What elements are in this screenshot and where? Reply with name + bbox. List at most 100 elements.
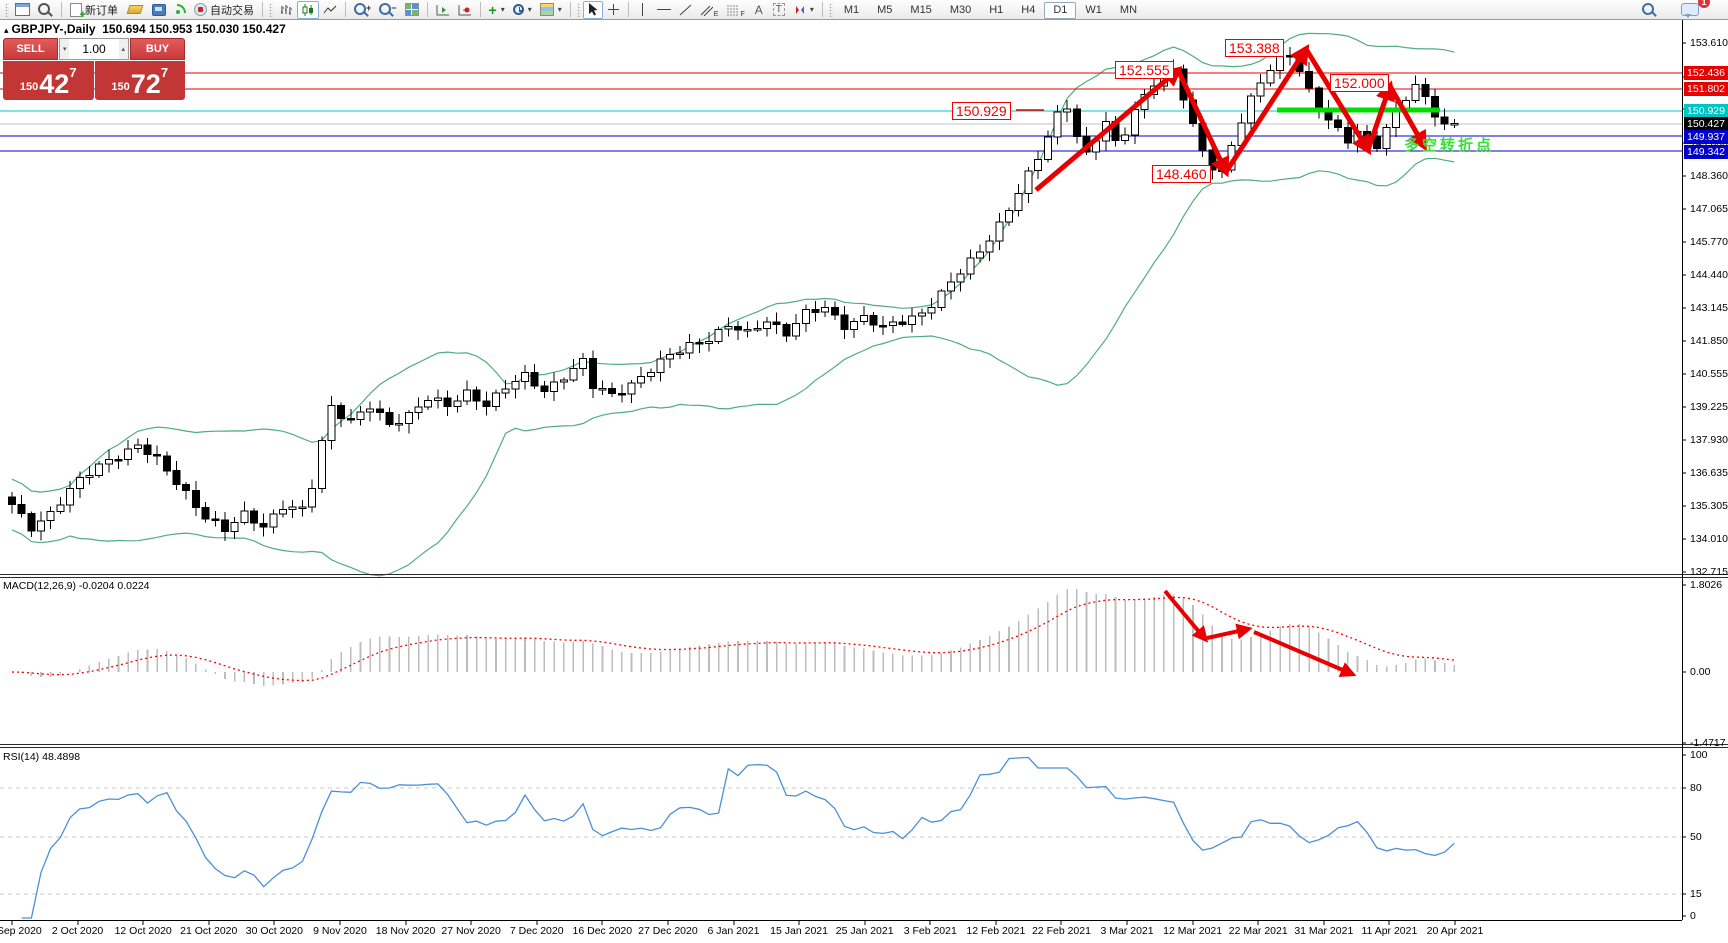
sell-button[interactable]: SELL xyxy=(3,38,58,60)
market-watch-button[interactable] xyxy=(34,1,57,19)
ohlc-values: 150.694 150.953 150.030 150.427 xyxy=(102,22,286,36)
arrows-tool-button[interactable]: ▾ xyxy=(789,1,818,19)
new-chart-button[interactable] xyxy=(11,1,34,19)
date-axis-label: 25 Jan 2021 xyxy=(835,925,894,937)
date-axis-label: 9 Nov 2020 xyxy=(313,925,367,937)
symbol-title: GBPJPY-,Daily xyxy=(11,22,96,36)
price-axis-label: 136.635 xyxy=(1690,466,1728,479)
candlestick-chart-icon xyxy=(302,3,313,16)
macd-axis-label: -1.4717 xyxy=(1690,737,1726,750)
zoom-out-button[interactable]: − xyxy=(375,1,400,19)
price-axis-label: 147.065 xyxy=(1690,202,1728,215)
connection-button[interactable] xyxy=(170,1,190,19)
chat-bubble-icon xyxy=(1681,3,1699,18)
toolbar-right-group: 1 xyxy=(1638,0,1710,19)
timeframe-d1[interactable]: D1 xyxy=(1044,1,1077,19)
timeframe-m1[interactable]: M1 xyxy=(835,2,868,19)
date-axis-label: 27 Dec 2020 xyxy=(638,925,698,937)
cursor-tool-button[interactable] xyxy=(582,0,603,19)
notifications-button[interactable]: 1 xyxy=(1677,0,1710,19)
tile-windows-button[interactable] xyxy=(401,1,423,19)
buy-button[interactable]: BUY xyxy=(130,38,185,60)
vertical-line-tool-button[interactable] xyxy=(633,1,653,19)
buy-price-big: 72 xyxy=(130,69,161,99)
buy-price-display[interactable]: 150 72 7 xyxy=(94,61,185,100)
deposit-button[interactable] xyxy=(122,1,148,19)
macd-values: -0.0204 0.0224 xyxy=(78,580,150,592)
toolbar-grip[interactable] xyxy=(269,2,273,17)
price-axis-label: 153.610 xyxy=(1690,37,1728,49)
new-order-label: 新订单 xyxy=(85,4,118,17)
text-tool-button[interactable]: A xyxy=(749,1,769,19)
price-axis-label: 141.850 xyxy=(1690,334,1728,347)
chart-window-icon xyxy=(15,3,30,16)
price-axis-label: 132.715 xyxy=(1690,566,1728,579)
line-chart-button[interactable] xyxy=(319,1,341,19)
notification-badge: 1 xyxy=(1698,0,1710,8)
buy-price-prefix: 150 xyxy=(111,81,130,93)
price-callout[interactable]: 153.388 xyxy=(1225,39,1284,57)
timeframe-m15[interactable]: M15 xyxy=(901,2,940,19)
price-axis-label: 134.010 xyxy=(1690,533,1728,546)
periods-button[interactable]: ▾ xyxy=(509,1,536,19)
date-axis-label: 6 Jan 2021 xyxy=(707,925,760,937)
volume-input[interactable] xyxy=(69,39,119,59)
price-callout[interactable]: 152.555 xyxy=(1115,61,1174,79)
zoom-in-icon xyxy=(354,2,366,15)
volume-increase-button[interactable]: ▴ xyxy=(118,39,128,59)
bar-chart-button[interactable] xyxy=(275,1,297,19)
fibonacci-tool-button[interactable]: F xyxy=(722,1,748,19)
timeframe-h4[interactable]: H4 xyxy=(1012,2,1044,19)
date-axis-label: 22 Feb 2021 xyxy=(1031,925,1091,937)
clock-icon xyxy=(512,4,524,15)
text-label-tool-button[interactable]: T xyxy=(769,1,789,19)
date-axis-label: 21 Oct 2020 xyxy=(180,925,238,937)
search-button[interactable] xyxy=(1638,1,1661,19)
date-axis-label: 3 Feb 2021 xyxy=(903,925,957,937)
new-order-button[interactable]: 新订单 xyxy=(66,1,122,20)
trendline-icon xyxy=(679,4,692,15)
indicators-button[interactable]: + ▾ xyxy=(485,1,509,19)
price-callout[interactable]: 148.460 xyxy=(1152,165,1211,183)
sell-price-prefix: 150 xyxy=(19,81,39,93)
sell-price-big: 42 xyxy=(39,69,70,99)
toolbar-grip[interactable] xyxy=(576,2,581,17)
price-callout[interactable]: 150.929 xyxy=(952,102,1011,120)
chart-shift-button[interactable] xyxy=(432,1,454,19)
template-icon xyxy=(539,3,554,16)
horizontal-line-tool-button[interactable] xyxy=(653,1,675,19)
trendline-tool-button[interactable] xyxy=(675,1,696,19)
price-tag: 151.802 xyxy=(1684,82,1728,96)
timeframe-m30[interactable]: M30 xyxy=(941,2,980,19)
price-tag: 150.427 xyxy=(1684,117,1728,131)
autotrading-button[interactable]: 自动交易 xyxy=(190,1,258,19)
candlestick-chart-button[interactable] xyxy=(297,0,319,19)
timeframe-mn[interactable]: MN xyxy=(1111,2,1146,19)
collapse-arrow-icon[interactable]: ▴ xyxy=(4,25,9,35)
channel-tool-button[interactable]: E xyxy=(696,1,723,19)
auto-scroll-button[interactable] xyxy=(454,1,476,19)
volume-decrease-button[interactable]: ▾ xyxy=(60,39,70,59)
price-callout[interactable]: 152.000 xyxy=(1330,74,1389,92)
date-axis-label: 18 Nov 2020 xyxy=(375,925,436,937)
crosshair-tool-button[interactable] xyxy=(603,1,624,19)
toolbar-grip[interactable] xyxy=(828,2,833,17)
terminal-button[interactable] xyxy=(148,1,170,19)
sell-price-display[interactable]: 150 42 7 xyxy=(3,61,94,100)
templates-button[interactable]: ▾ xyxy=(536,1,566,19)
minus-glyph: − xyxy=(391,2,397,13)
toolbar-grip[interactable] xyxy=(5,2,9,17)
zoom-in-button[interactable]: + xyxy=(350,1,375,19)
timeframe-w1[interactable]: W1 xyxy=(1076,2,1111,19)
horizontal-line-icon xyxy=(656,9,671,10)
add-indicator-icon: + xyxy=(488,1,497,18)
trade-widget-price-row: 150 42 7 150 72 7 xyxy=(3,61,185,100)
date-axis-label: 20 Apr 2021 xyxy=(1426,925,1484,937)
price-axis-label: 137.930 xyxy=(1690,434,1728,447)
date-axis-label: 30 Oct 2020 xyxy=(245,925,303,937)
price-axis-label: 145.770 xyxy=(1690,235,1728,248)
timeframe-m5[interactable]: M5 xyxy=(868,2,901,19)
text-label-icon: T xyxy=(772,3,785,16)
timeframe-h1[interactable]: H1 xyxy=(980,2,1012,19)
